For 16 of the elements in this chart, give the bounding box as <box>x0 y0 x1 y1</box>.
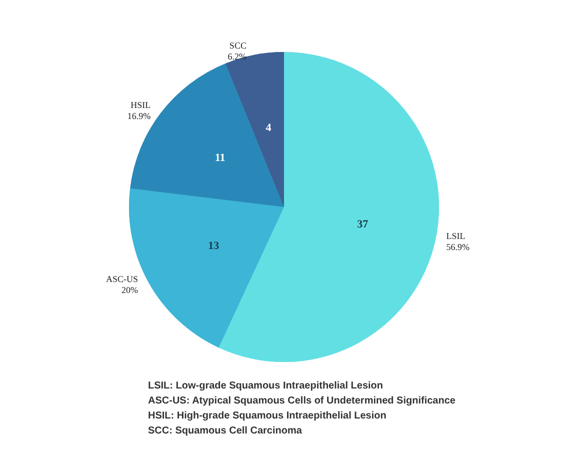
data-label: 37 <box>357 218 369 230</box>
text: LSIL: Low-grade Squamous Intraepithelial Lesion <box>148 380 384 392</box>
slice-label: HSIL <box>130 100 151 110</box>
data-label: 4 <box>266 122 272 134</box>
data-label: 11 <box>214 152 226 164</box>
slice-label: LSIL <box>446 230 466 241</box>
text: 6.2% <box>228 51 246 62</box>
data-label: 13 <box>208 240 220 252</box>
slice-label: SCC <box>229 40 246 50</box>
text: 20% <box>122 284 138 295</box>
text: ASC-US: Atypical Squamous Cells of Undetermined Significance <box>148 396 456 406</box>
text: SCC: Squamous Cell Carcinoma <box>148 426 302 436</box>
text: HSIL: High-grade Squamous Intraepithelial Lesion <box>148 410 386 422</box>
slice-label: ASC-US <box>106 274 138 284</box>
text: 16.9% <box>127 110 151 121</box>
text: 56.9% <box>446 242 470 252</box>
